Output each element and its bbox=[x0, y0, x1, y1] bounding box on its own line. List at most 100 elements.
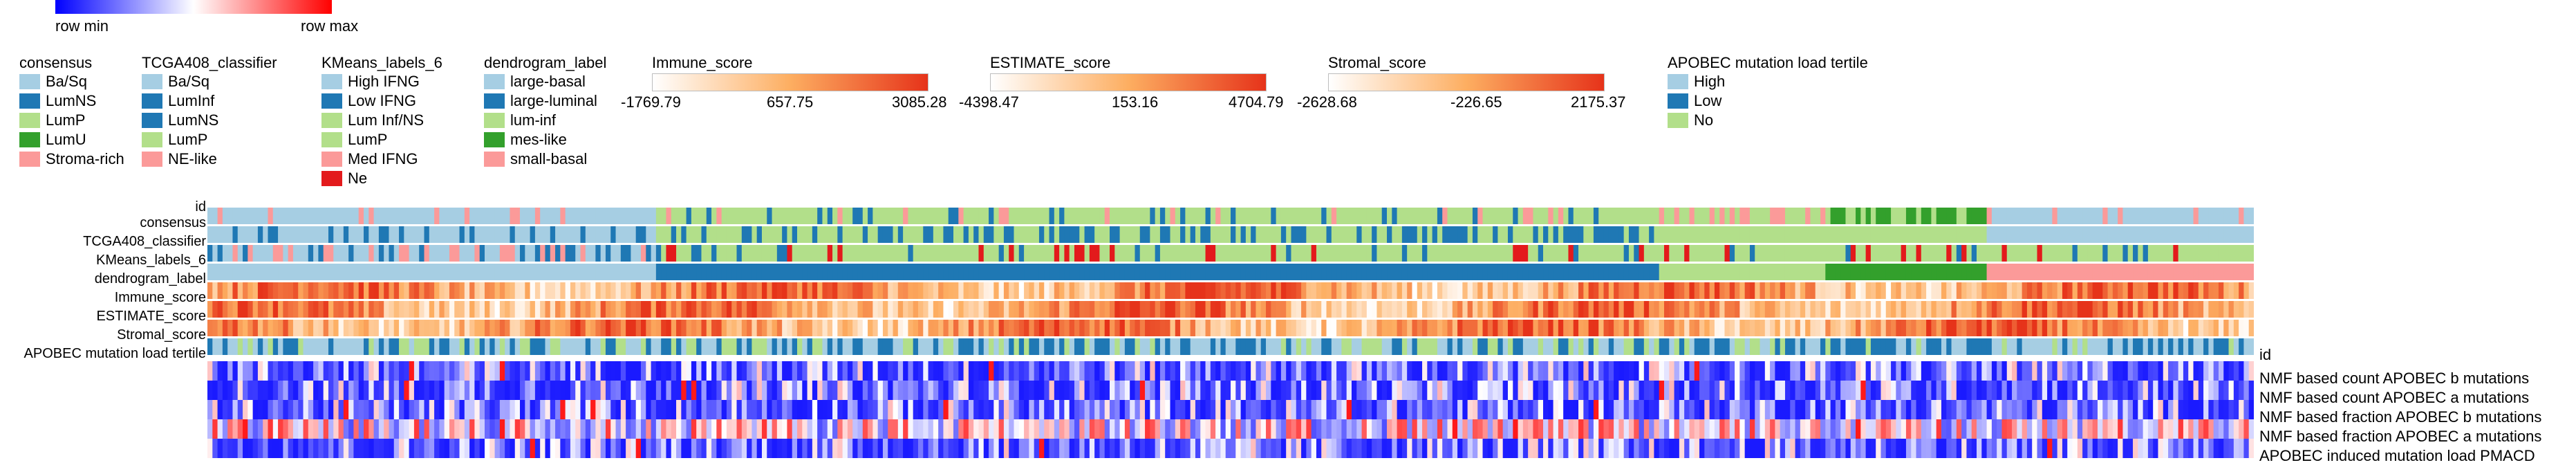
heatmap-cell bbox=[767, 381, 773, 400]
score-cell bbox=[1326, 282, 1332, 299]
heatmap-cell bbox=[2248, 361, 2254, 381]
heatmap-cell bbox=[2158, 361, 2164, 381]
heatmap-cell bbox=[333, 381, 339, 400]
score-cell bbox=[741, 282, 747, 299]
score-cell bbox=[1114, 282, 1121, 299]
heatmap-cell bbox=[1139, 419, 1146, 439]
legend-label: High IFNG bbox=[348, 73, 420, 90]
heatmap-cell bbox=[1437, 400, 1443, 419]
heatmap-cell bbox=[1150, 419, 1156, 439]
heatmap-cell bbox=[368, 400, 375, 419]
apobec-tertile-cell bbox=[2052, 338, 2058, 355]
heatmap-cell bbox=[1714, 381, 1720, 400]
tcga408-cell bbox=[454, 226, 460, 243]
consensus-cell bbox=[333, 208, 339, 224]
heatmap-cell bbox=[313, 361, 319, 381]
apobec-tertile-cell bbox=[364, 338, 369, 355]
heatmap-cell bbox=[1885, 419, 1892, 439]
colorbar-tick: -1769.79 bbox=[621, 93, 681, 111]
dendrogram-cell bbox=[827, 264, 833, 280]
tcga408-cell bbox=[2087, 226, 2093, 243]
consensus-cell bbox=[1437, 208, 1443, 224]
heatmap-cell bbox=[1991, 361, 1997, 381]
dendrogram-cell bbox=[938, 264, 944, 280]
legend-swatch bbox=[1668, 93, 1688, 109]
score-cell bbox=[313, 301, 319, 318]
heatmap-cell bbox=[1860, 381, 1867, 400]
tcga408-cell bbox=[1729, 226, 1735, 243]
heatmap-cell bbox=[1946, 400, 1952, 419]
score-cell bbox=[696, 320, 702, 336]
score-cell bbox=[292, 282, 299, 299]
consensus-cell bbox=[1185, 208, 1191, 224]
kmeans-cell bbox=[1518, 245, 1524, 262]
kmeans-cell bbox=[877, 245, 884, 262]
score-cell bbox=[1038, 320, 1045, 336]
score-cell bbox=[378, 320, 384, 336]
kmeans-cell bbox=[822, 245, 828, 262]
tcga408-cell bbox=[1845, 226, 1851, 243]
heatmap-cell bbox=[1165, 381, 1171, 400]
kmeans-cell bbox=[2188, 245, 2194, 262]
heatmap-cell bbox=[373, 400, 380, 419]
score-cell bbox=[1891, 301, 1896, 318]
score-cell bbox=[1094, 320, 1101, 336]
heatmap-cell bbox=[1210, 381, 1216, 400]
dendrogram-cell bbox=[409, 264, 415, 280]
score-cell bbox=[701, 282, 707, 299]
score-cell bbox=[263, 282, 269, 299]
heatmap-cell bbox=[666, 381, 672, 400]
apobec-tertile-cell bbox=[1901, 338, 1907, 355]
tcga408-cell bbox=[1225, 226, 1231, 243]
score-cell bbox=[998, 301, 1005, 318]
heatmap-cell bbox=[232, 361, 239, 381]
heatmap-cell bbox=[545, 419, 551, 439]
score-cell bbox=[1905, 320, 1912, 336]
score-cell bbox=[1079, 320, 1085, 336]
heatmap-cell bbox=[1014, 361, 1020, 381]
tcga408-cell bbox=[1699, 226, 1705, 243]
score-cell bbox=[2122, 282, 2129, 299]
dendrogram-cell bbox=[1497, 264, 1504, 280]
heatmap-cell bbox=[1946, 419, 1952, 439]
dendrogram-cell bbox=[2147, 264, 2154, 280]
score-cell bbox=[1044, 301, 1050, 318]
consensus-cell bbox=[464, 208, 470, 224]
score-cell bbox=[1316, 320, 1322, 336]
consensus-cell bbox=[494, 208, 501, 224]
consensus-cell bbox=[711, 208, 717, 224]
consensus-cell bbox=[1502, 208, 1509, 224]
kmeans-cell bbox=[353, 245, 360, 262]
tcga408-cell bbox=[1931, 226, 1937, 243]
heatmap-cell bbox=[1931, 361, 1937, 381]
score-cell bbox=[413, 320, 420, 336]
heatmap-cell bbox=[882, 361, 888, 381]
score-cell bbox=[1926, 282, 1932, 299]
dendrogram-cell bbox=[1643, 264, 1650, 280]
apobec-tertile-cell bbox=[1553, 338, 1559, 355]
apobec-tertile-cell bbox=[328, 338, 334, 355]
tcga408-cell bbox=[2037, 226, 2043, 243]
tcga408-cell bbox=[404, 226, 410, 243]
dendrogram-cell bbox=[1059, 264, 1065, 280]
dendrogram-cell bbox=[1316, 264, 1322, 280]
heatmap-cell bbox=[2072, 381, 2078, 400]
tcga408-cell bbox=[1159, 226, 1166, 243]
score-cell bbox=[1190, 320, 1196, 336]
score-cell bbox=[1049, 301, 1055, 318]
score-cell bbox=[2228, 301, 2234, 318]
heatmap-cell bbox=[1896, 419, 1902, 439]
score-cell bbox=[973, 301, 980, 318]
heatmap-cell bbox=[1654, 381, 1660, 400]
heatmap-cell bbox=[1124, 361, 1130, 381]
apobec-tertile-cell bbox=[1885, 338, 1892, 355]
heatmap-cell bbox=[1860, 400, 1867, 419]
colorbar-tick: -226.65 bbox=[1450, 93, 1502, 111]
score-cell bbox=[2067, 301, 2073, 318]
apobec-tertile-cell bbox=[1215, 338, 1222, 355]
heatmap-cell bbox=[1074, 361, 1080, 381]
heatmap-cell bbox=[2163, 400, 2169, 419]
heatmap-cell bbox=[893, 419, 899, 439]
dendrogram-cell bbox=[1240, 264, 1247, 280]
heatmap-cell bbox=[1729, 419, 1735, 439]
